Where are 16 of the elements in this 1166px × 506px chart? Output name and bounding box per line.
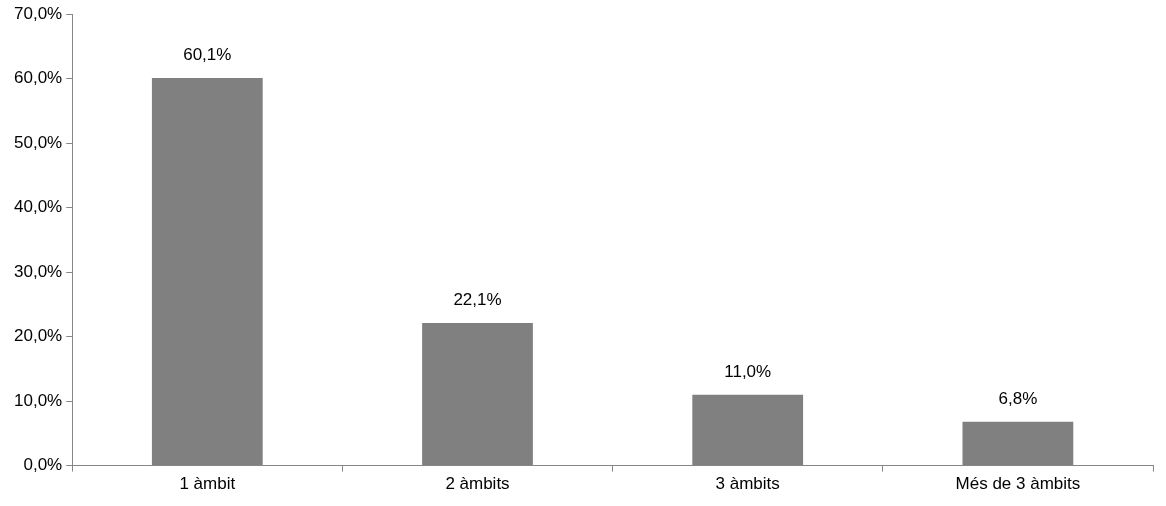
y-tick-label: 60,0% <box>14 68 63 88</box>
data-label: 11,0% <box>724 361 772 381</box>
y-tick-label: 40,0% <box>14 197 63 217</box>
x-tick-label: 1 àmbit <box>179 474 236 494</box>
x-tick-label: Més de 3 àmbits <box>955 474 1081 494</box>
y-tick-label: 0,0% <box>23 455 63 475</box>
y-tick-label: 10,0% <box>14 390 63 410</box>
x-tick-label: 3 àmbits <box>715 474 780 494</box>
data-label: 60,1% <box>183 45 232 65</box>
y-tick-label: 50,0% <box>14 132 63 152</box>
y-tick-label: 30,0% <box>14 261 63 281</box>
y-tick-label: 20,0% <box>14 326 63 346</box>
data-label: 22,1% <box>453 290 502 310</box>
x-tick-label: 2 àmbits <box>445 474 510 494</box>
data-label: 6,8% <box>998 388 1038 408</box>
y-tick-label: 70,0% <box>14 3 63 23</box>
